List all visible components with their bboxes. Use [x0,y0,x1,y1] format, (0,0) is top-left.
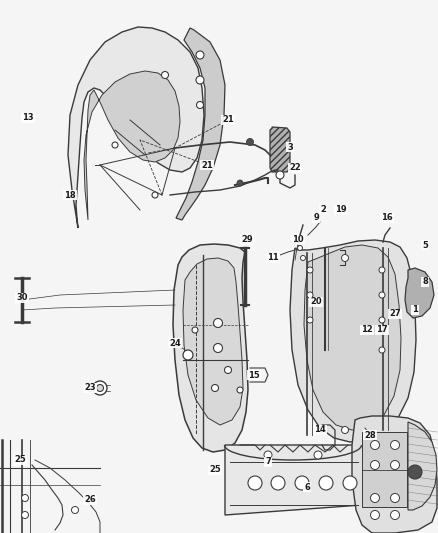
Text: 29: 29 [241,236,253,245]
Circle shape [379,347,385,353]
Bar [362,432,407,507]
Text: 3: 3 [287,142,293,151]
Circle shape [237,387,243,393]
Circle shape [96,384,103,392]
Circle shape [152,192,158,198]
Text: 7: 7 [265,457,271,466]
Text: 9: 9 [313,214,319,222]
Circle shape [391,440,399,449]
Circle shape [343,476,357,490]
Text: 19: 19 [335,206,347,214]
Circle shape [342,426,349,433]
Circle shape [21,495,28,502]
Circle shape [371,440,379,449]
Circle shape [183,350,193,360]
Text: 22: 22 [289,164,301,173]
Polygon shape [183,258,243,425]
Circle shape [196,51,204,59]
Text: 10: 10 [292,236,304,245]
Text: 30: 30 [16,294,28,303]
Circle shape [379,292,385,298]
Polygon shape [290,240,416,442]
Circle shape [314,451,322,459]
Circle shape [271,476,285,490]
Text: 28: 28 [364,431,376,440]
Circle shape [197,101,204,109]
Circle shape [391,511,399,520]
Circle shape [225,367,232,374]
Circle shape [162,71,169,78]
Text: 6: 6 [304,482,310,491]
Text: 12: 12 [361,326,373,335]
Polygon shape [405,268,434,318]
Text: 15: 15 [248,370,260,379]
Text: 5: 5 [422,240,428,249]
Text: 25: 25 [209,465,221,474]
Circle shape [276,171,284,179]
Text: 13: 13 [22,114,34,123]
Circle shape [307,292,313,298]
Circle shape [247,139,254,146]
Polygon shape [68,27,204,228]
Circle shape [307,317,313,323]
Circle shape [248,476,262,490]
Text: 21: 21 [222,116,234,125]
Circle shape [371,494,379,503]
Circle shape [307,267,313,273]
Circle shape [408,465,422,479]
Polygon shape [352,416,437,533]
Polygon shape [408,422,437,510]
Polygon shape [225,445,362,515]
Circle shape [112,142,118,148]
Text: 11: 11 [267,254,279,262]
Circle shape [196,76,204,84]
Text: 1: 1 [412,305,418,314]
Text: 8: 8 [422,278,428,287]
Text: 27: 27 [389,310,401,319]
Circle shape [371,511,379,520]
Circle shape [379,267,385,273]
Text: 16: 16 [381,214,393,222]
Circle shape [379,317,385,323]
Text: 21: 21 [201,160,213,169]
Circle shape [342,254,349,262]
Text: 23: 23 [84,384,96,392]
Circle shape [212,384,219,392]
Polygon shape [304,245,401,430]
Text: 20: 20 [310,297,322,306]
Circle shape [213,343,223,352]
Polygon shape [84,71,180,220]
Circle shape [391,461,399,470]
Text: 2: 2 [320,206,326,214]
Text: 14: 14 [314,425,326,434]
Circle shape [213,319,223,327]
Circle shape [295,476,309,490]
Polygon shape [173,244,248,452]
Circle shape [319,476,333,490]
Polygon shape [270,127,290,172]
Circle shape [264,451,272,459]
Text: 18: 18 [64,190,76,199]
Circle shape [297,246,303,251]
Text: 25: 25 [14,456,26,464]
Circle shape [21,512,28,519]
Circle shape [237,180,243,186]
Circle shape [300,255,305,261]
Circle shape [371,461,379,470]
Circle shape [391,494,399,503]
Circle shape [71,506,78,513]
Polygon shape [176,28,225,220]
Text: 26: 26 [84,496,96,505]
Text: 24: 24 [169,338,181,348]
Circle shape [192,327,198,333]
Circle shape [93,381,107,395]
Text: 17: 17 [376,326,388,335]
